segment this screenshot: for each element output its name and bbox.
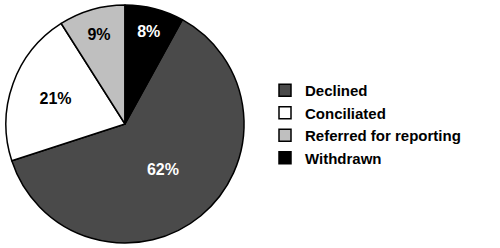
svg-text:Referred for reporting: Referred for reporting — [305, 127, 461, 144]
svg-text:9%: 9% — [87, 26, 110, 43]
svg-text:Conciliated: Conciliated — [305, 105, 386, 122]
svg-text:Declined: Declined — [305, 82, 368, 99]
svg-text:Withdrawn: Withdrawn — [305, 150, 382, 167]
svg-text:21%: 21% — [40, 90, 72, 107]
svg-text:62%: 62% — [147, 161, 179, 178]
svg-text:8%: 8% — [137, 23, 160, 40]
